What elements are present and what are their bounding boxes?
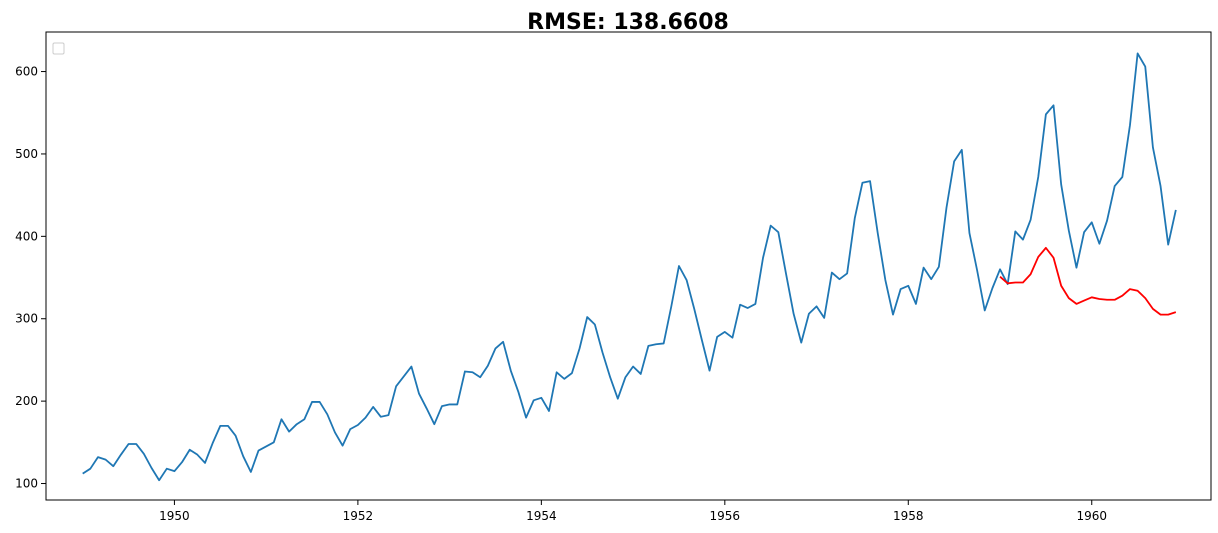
series-line-actual — [82, 52, 1177, 482]
y-tick-label: 600 — [15, 65, 38, 79]
x-tick-label: 1958 — [893, 509, 924, 523]
x-tick-label: 1960 — [1076, 509, 1107, 523]
y-tick-label: 200 — [15, 394, 38, 408]
y-tick-label: 500 — [15, 147, 38, 161]
y-tick-label: 300 — [15, 312, 38, 326]
x-tick-label: 1956 — [710, 509, 741, 523]
chart-title: RMSE: 138.6608 — [527, 10, 729, 35]
y-tick-label: 100 — [15, 477, 38, 491]
y-tick-label: 400 — [15, 229, 38, 243]
x-tick-label: 1950 — [159, 509, 190, 523]
x-tick-label: 1954 — [526, 509, 557, 523]
plot-frame — [45, 31, 1212, 501]
x-tick-label: 1952 — [343, 509, 374, 523]
axis-layer: 1950 1952 1954 1956 1958 1960 100 200 300 400 500 6… — [15, 65, 1107, 523]
legend-box — [52, 42, 65, 55]
series-line-forecast — [999, 246, 1177, 316]
series-layer — [82, 52, 1177, 482]
